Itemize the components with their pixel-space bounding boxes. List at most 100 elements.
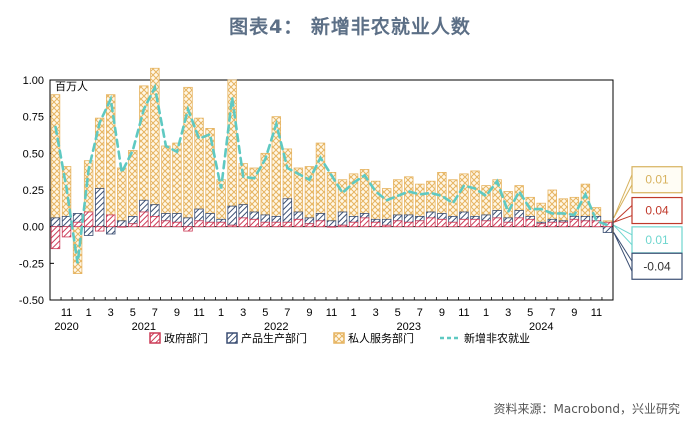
chart-title: 图表4： 新增非农就业人数	[229, 16, 471, 38]
private-services-bar	[50, 94, 61, 219]
goods-producing-bar	[503, 217, 513, 223]
goods-producing-bar	[249, 211, 259, 220]
nonfarm-payrolls-line	[54, 83, 609, 264]
callout-box	[631, 226, 683, 254]
goods-producing-bar	[393, 214, 403, 222]
legend-goods-swatch	[226, 332, 238, 344]
goods-producing-bar	[359, 213, 370, 219]
goods-producing-bar	[271, 215, 282, 223]
goods-producing-bar	[459, 211, 469, 220]
private-services-bar	[304, 166, 315, 219]
government-bar	[470, 218, 480, 228]
unit-label: 百万人	[55, 80, 88, 93]
government-bar	[260, 221, 270, 228]
y-tick-label: 0.00	[23, 222, 44, 234]
x-month-label: 9	[174, 307, 180, 319]
callout-label: 0.01	[645, 233, 669, 247]
legend-private-swatch	[333, 332, 345, 344]
government-bar	[50, 226, 61, 250]
goods-producing-bar	[72, 213, 83, 223]
x-month-label: 5	[395, 307, 401, 319]
goods-producing-bar	[205, 213, 215, 223]
y-tick-label: 1.00	[23, 75, 44, 87]
private-services-bar	[117, 167, 127, 222]
goods-producing-bar	[293, 211, 304, 220]
government-bar	[172, 221, 182, 228]
x-month-label: 3	[373, 307, 379, 319]
goods-producing-bar	[415, 215, 425, 222]
y-tick-label: -0.25	[19, 258, 44, 270]
goods-producing-bar	[106, 226, 116, 235]
government-bar	[94, 226, 105, 232]
x-month-label: 11	[61, 307, 72, 319]
latest-value-callouts: 0.01 0.04 0.01 -0.04	[613, 166, 683, 280]
government-bar	[117, 226, 127, 228]
goods-producing-bar	[194, 208, 204, 222]
callout-label: 0.01	[645, 173, 669, 187]
callout-pointer	[613, 224, 633, 247]
goods-producing-bar	[602, 226, 613, 233]
payrolls-line-path	[54, 83, 609, 264]
private-services-bar	[381, 188, 392, 220]
private-services-bar	[161, 145, 171, 214]
x-year-label: 2021	[132, 321, 156, 333]
government-bar	[393, 220, 403, 228]
government-bar	[569, 218, 580, 228]
x-month-label: 1	[351, 307, 357, 319]
government-bar	[326, 226, 337, 228]
goods-producing-bar	[282, 198, 293, 223]
government-bar	[216, 221, 226, 228]
government-bar	[271, 221, 282, 228]
x-month-label: 1	[218, 307, 224, 319]
callout-label: -0.04	[643, 259, 671, 273]
callout-box	[631, 252, 683, 280]
government-bar	[348, 221, 359, 228]
goods-producing-bar	[315, 213, 326, 222]
government-bars	[50, 211, 613, 250]
government-bar	[547, 221, 557, 228]
government-bar	[238, 217, 248, 228]
government-bar	[448, 221, 458, 228]
private-services-bar	[580, 183, 591, 217]
goods-producing-bar	[437, 213, 447, 220]
callout-label: 0.04	[645, 204, 669, 218]
goods-producing-bar	[448, 215, 458, 223]
private-services-bar	[337, 179, 348, 213]
x-month-label: 9	[439, 307, 445, 319]
private-services-bar	[437, 171, 447, 214]
goods-producing-bar	[481, 214, 491, 222]
private-services-bar	[205, 127, 215, 214]
government-bar	[426, 217, 436, 228]
goods-producing-bar	[50, 217, 61, 228]
government-bar	[161, 220, 171, 228]
goods-producing-bar	[525, 215, 535, 220]
government-bar	[83, 211, 94, 228]
government-bar	[61, 226, 72, 238]
government-bar	[293, 218, 304, 228]
government-bar	[128, 223, 138, 228]
legend: 政府部门 产品生产部门 私人服务部门 新增非农就业	[149, 331, 530, 345]
government-bar	[514, 217, 524, 228]
x-month-label: 5	[130, 307, 136, 319]
x-month-label: 9	[306, 307, 312, 319]
goods-producing-bar	[150, 204, 160, 217]
government-bar	[437, 218, 447, 228]
x-month-label: 11	[326, 307, 337, 319]
callout-box	[631, 196, 683, 225]
goods-producing-bar	[117, 220, 127, 228]
private-services-bar	[558, 198, 569, 222]
y-tick-label: 0.50	[23, 148, 44, 160]
government-bar	[492, 217, 502, 228]
government-bar	[183, 226, 193, 232]
x-year-label: 2024	[529, 321, 553, 333]
x-month-label: 1	[86, 307, 92, 319]
legend-payrolls-label: 新增非农就业	[464, 331, 530, 345]
government-bar	[381, 224, 392, 228]
goods-producing-bar	[569, 215, 580, 220]
private-services-bar	[106, 94, 116, 216]
government-bar	[459, 218, 469, 228]
x-year-label: 2020	[54, 321, 78, 333]
government-bar	[503, 221, 513, 228]
